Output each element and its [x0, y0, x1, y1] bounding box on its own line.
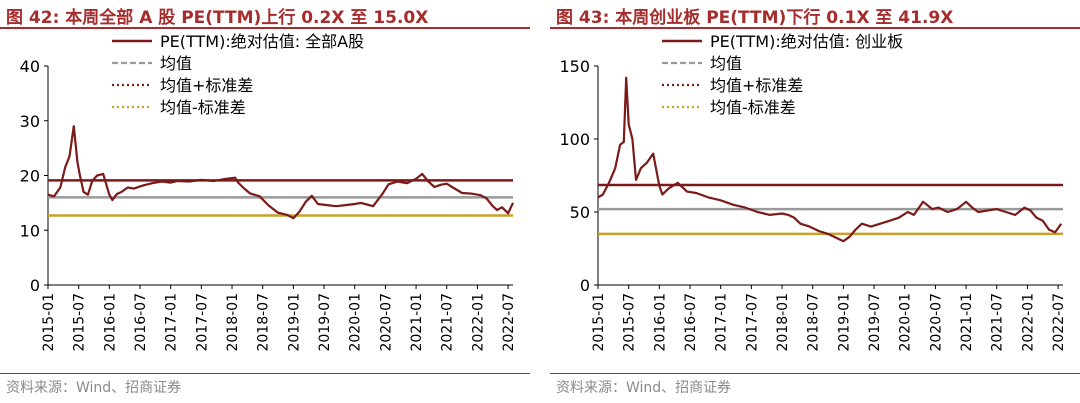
x-tick-label: 2018-07 [806, 293, 822, 352]
title-divider [0, 27, 530, 29]
x-tick-label: 2017-01 [164, 293, 180, 352]
figure-title: 图 42: 本周全部 A 股 PE(TTM)上行 0.2X 至 15.0X [6, 8, 429, 28]
x-tick-label: 2016-07 [683, 293, 699, 352]
legend-label: 均值+标准差 [710, 76, 803, 95]
x-tick-label: 2019-01 [836, 293, 852, 352]
x-tick-label: 2021-01 [409, 293, 425, 352]
x-tick-label: 2015-07 [622, 293, 638, 352]
y-tick-label: 30 [20, 112, 40, 131]
y-tick-label: 150 [559, 57, 590, 76]
x-tick-label: 2016-01 [652, 293, 668, 352]
legend-label: 均值-标准差 [160, 98, 246, 117]
figure-title: 图 43: 本周创业板 PE(TTM)下行 0.1X 至 41.9X [556, 8, 954, 28]
source-note: 资料来源：Wind、招商证券 [6, 380, 182, 396]
y-tick-label: 20 [20, 167, 40, 186]
x-tick-label: 2015-07 [72, 293, 88, 352]
x-tick-label: 2017-01 [714, 293, 730, 352]
legend-label: 均值 [160, 54, 192, 73]
title-divider [550, 27, 1080, 29]
legend-label: 均值-标准差 [710, 98, 796, 117]
x-tick-label: 2019-07 [317, 293, 333, 352]
x-tick-label: 2020-07 [378, 293, 394, 352]
x-tick-label: 2021-07 [990, 293, 1006, 352]
series-line [597, 76, 1063, 243]
pe-line-chart: 0 50 100 150 2015-01 2015-07 2016-01 2016-07 201… [559, 32, 1067, 352]
x-tick-label: 2022-01 [1020, 293, 1036, 352]
footer-divider [0, 373, 530, 374]
x-tick-label: 2017-07 [744, 293, 760, 352]
legend-label: 均值 [710, 54, 742, 73]
footer-divider [550, 373, 1080, 374]
series-line [47, 125, 514, 220]
chart-panel-pe-chinext: 图 43: 本周创业板 PE(TTM)下行 0.1X 至 41.9X 0 50 10… [550, 0, 1080, 403]
x-tick-label: 2016-01 [102, 293, 118, 352]
y-tick-label: 0 [30, 276, 40, 295]
x-tick-label: 2020-07 [928, 293, 944, 352]
x-tick-label: 2018-07 [256, 293, 272, 352]
x-tick-label: 2015-01 [591, 293, 607, 352]
y-tick-label: 10 [20, 221, 40, 240]
x-tick-label: 2019-07 [867, 293, 883, 352]
x-tick-label: 2019-01 [286, 293, 302, 352]
x-tick-label: 2016-07 [133, 293, 149, 352]
x-tick-label: 2022-07 [501, 293, 517, 352]
y-tick-label: 40 [20, 57, 40, 76]
x-tick-label: 2020-01 [348, 293, 364, 352]
y-tick-label: 50 [570, 203, 590, 222]
legend-label: PE(TTM):绝对估值: 全部A股 [160, 32, 364, 51]
source-note: 资料来源：Wind、招商证券 [556, 380, 732, 396]
x-tick-label: 2020-01 [898, 293, 914, 352]
chart-panel-pe-all-a-shares: 图 42: 本周全部 A 股 PE(TTM)上行 0.2X 至 15.0X 0 1… [0, 0, 530, 403]
x-tick-label: 2022-01 [470, 293, 486, 352]
x-tick-label: 2022-07 [1051, 293, 1067, 352]
y-tick-label: 0 [580, 276, 590, 295]
x-tick-label: 2018-01 [775, 293, 791, 352]
x-tick-label: 2015-01 [41, 293, 57, 352]
x-tick-label: 2017-07 [194, 293, 210, 352]
x-tick-label: 2018-01 [225, 293, 241, 352]
x-tick-label: 2021-01 [959, 293, 975, 352]
legend-label: 均值+标准差 [160, 76, 253, 95]
pe-line-chart: 0 10 20 30 40 2015-01 2015-07 2016-01 2016-07 201… [20, 32, 517, 352]
x-tick-label: 2021-07 [440, 293, 456, 352]
legend-label: PE(TTM):绝对估值: 创业板 [710, 32, 903, 51]
y-tick-label: 100 [559, 130, 590, 149]
